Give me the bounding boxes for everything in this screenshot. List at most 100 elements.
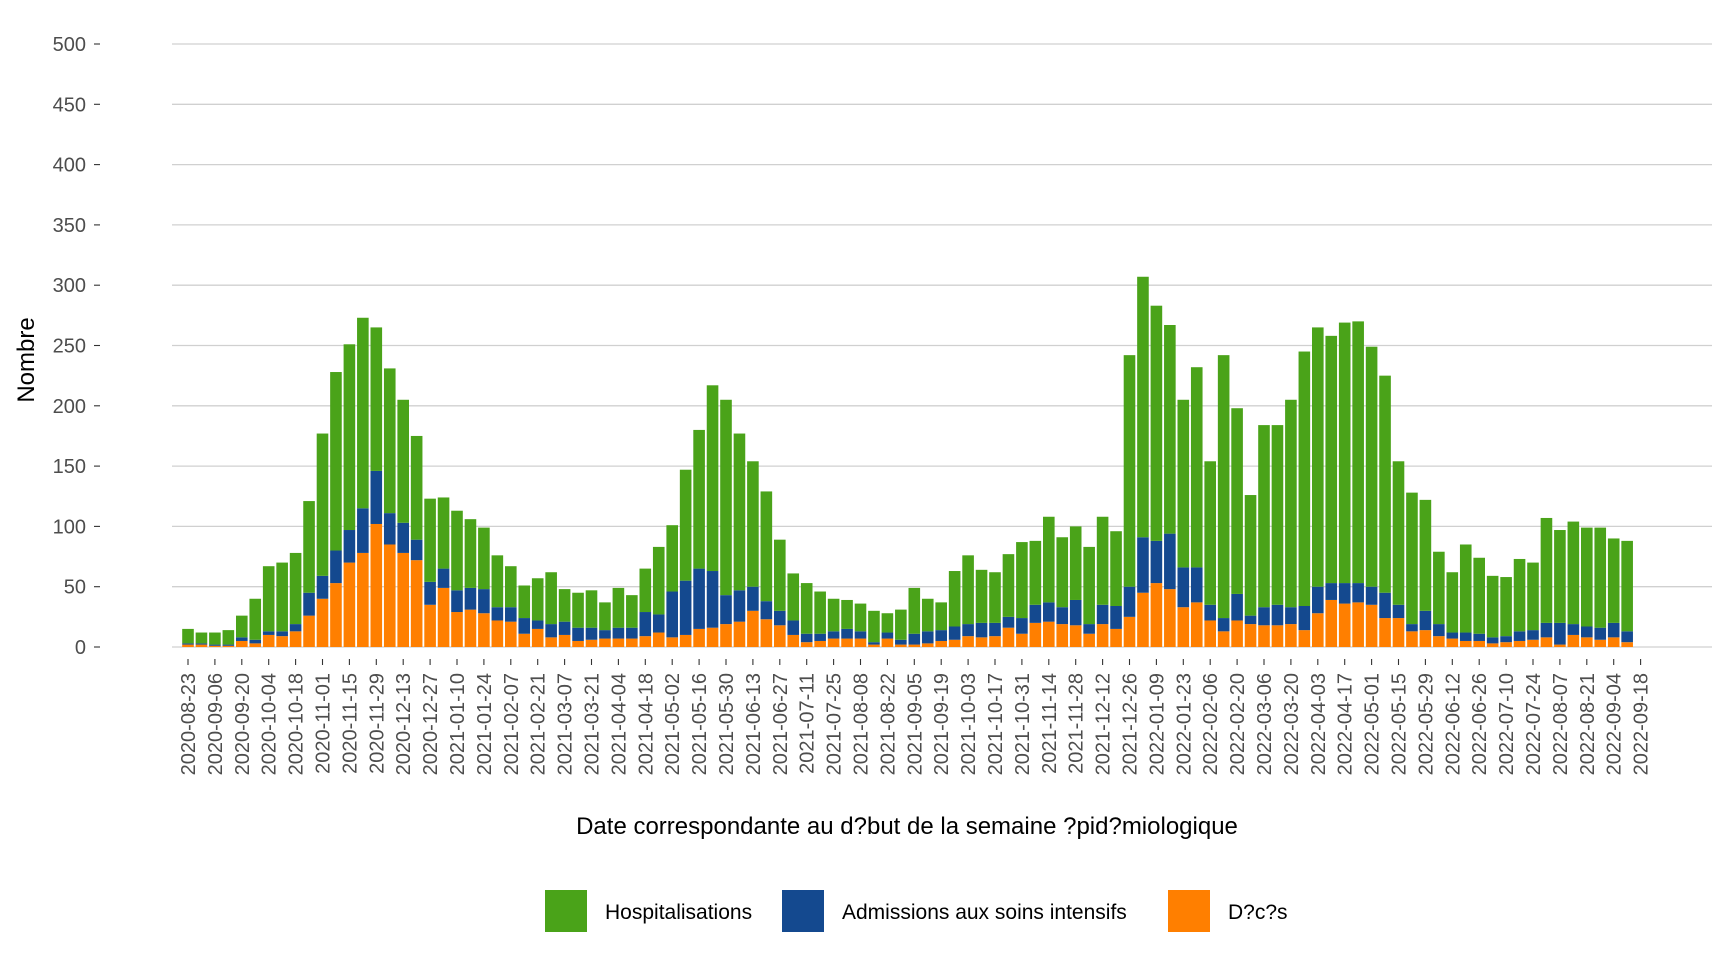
x-tick-label: 2022-02-20 [1227, 673, 1249, 775]
bar-segment [908, 633, 921, 645]
bar-segment [464, 519, 477, 588]
bar-segment [572, 627, 584, 641]
bar-segment [1459, 632, 1472, 641]
bar-segment [1312, 327, 1324, 587]
x-tick-label: 2022-02-06 [1200, 673, 1222, 775]
bar-segment [1406, 492, 1418, 625]
bar-segment [760, 601, 773, 620]
bar-segment [1056, 607, 1069, 625]
bar-segment [666, 591, 678, 638]
bar-segment [747, 610, 759, 647]
bar-segment [1190, 602, 1203, 647]
bar-segment [1002, 627, 1015, 647]
legend-label-deces: D?c?s [1228, 901, 1288, 924]
bar-segment [357, 508, 369, 553]
bar-segment [1352, 321, 1364, 584]
bar-segment [478, 613, 490, 647]
bar-segment [639, 612, 652, 637]
bar-segment [679, 580, 692, 635]
bar-segment [1312, 586, 1324, 614]
bar-segment [1621, 642, 1633, 647]
bar-segment [1379, 618, 1391, 647]
bar-segment [1177, 607, 1190, 647]
bar-segment [1352, 602, 1364, 647]
bar-segment [1581, 637, 1593, 647]
bar-segment [639, 568, 652, 613]
bar-segment [545, 624, 557, 638]
bar-segment [343, 562, 356, 647]
bar-segment [1594, 639, 1607, 647]
bar-segment [531, 620, 544, 629]
bar-segment [1621, 631, 1633, 643]
bar-segment [800, 583, 813, 634]
bar-segment [747, 461, 759, 587]
bar-segment [1164, 589, 1176, 647]
bar-segment [841, 599, 853, 629]
bar-segment [464, 609, 477, 647]
bar-segment [1527, 630, 1539, 640]
bar-segment [652, 632, 665, 647]
bar-segment [1164, 533, 1176, 590]
bar-segment [1554, 530, 1566, 623]
bar-segment [1581, 626, 1593, 638]
bar-segment [599, 630, 611, 639]
bar-segment [1204, 620, 1216, 647]
bar-segment [1392, 461, 1405, 605]
bar-segment [1177, 399, 1190, 568]
bar-segment [1190, 567, 1203, 603]
legend-swatch-soins-intensifs [782, 890, 824, 932]
legend-label-hospitalisations: Hospitalisations [605, 901, 752, 924]
bar-segment [518, 585, 531, 619]
bar-segment [383, 544, 396, 647]
bar-segment [491, 607, 504, 621]
x-tick-label: 2021-02-07 [501, 673, 523, 775]
bar-segment [895, 644, 907, 647]
bar-segment [1486, 643, 1499, 647]
bar-segment [1513, 631, 1526, 641]
bar-segment [249, 598, 262, 640]
bar-segment [612, 627, 625, 639]
bar-segment [935, 602, 947, 631]
bar-segment [881, 613, 894, 633]
bar-segment [357, 317, 369, 509]
x-tick-label: 2021-06-27 [770, 673, 792, 775]
legend: Hospitalisations Admissions aux soins in… [545, 890, 1288, 932]
bar-segment [1137, 592, 1149, 647]
bar-segment [814, 633, 826, 641]
x-tick-label: 2021-05-30 [716, 673, 738, 775]
y-tick-label: 200 [53, 396, 86, 418]
bar-segment [1540, 637, 1553, 647]
bar-segment [599, 638, 611, 647]
bar-segment [1365, 346, 1378, 587]
x-tick-label: 2021-04-18 [635, 673, 657, 775]
bar-segment [1083, 633, 1095, 647]
bar-segment [437, 587, 450, 647]
bar-segment [1096, 516, 1109, 605]
bar-segment [1002, 554, 1015, 617]
bar-segment [303, 615, 315, 647]
bar-segment [222, 644, 235, 646]
bar-segment [1513, 640, 1526, 647]
bar-segment [518, 633, 531, 647]
bar-segment [276, 636, 288, 647]
bar-segment [1406, 631, 1418, 647]
bar-segment [1244, 615, 1257, 625]
bar-segment [1325, 583, 1338, 600]
bar-segment [612, 587, 625, 628]
bar-segment [343, 530, 356, 563]
bar-segment [1325, 599, 1338, 647]
bars-group [182, 276, 1633, 647]
bar-segment [1123, 355, 1136, 587]
bar-segment [1285, 607, 1297, 625]
bar-segment [1554, 622, 1566, 645]
bar-segment [706, 627, 719, 647]
bar-segment [1217, 618, 1230, 632]
bar-segment [451, 510, 463, 591]
bar-segment [410, 435, 423, 540]
bar-segment [1567, 624, 1580, 635]
bar-segment [236, 615, 248, 638]
bar-segment [545, 572, 557, 625]
bar-segment [1392, 604, 1405, 619]
x-tick-label: 2022-08-21 [1577, 673, 1599, 775]
bar-segment [1365, 586, 1378, 605]
